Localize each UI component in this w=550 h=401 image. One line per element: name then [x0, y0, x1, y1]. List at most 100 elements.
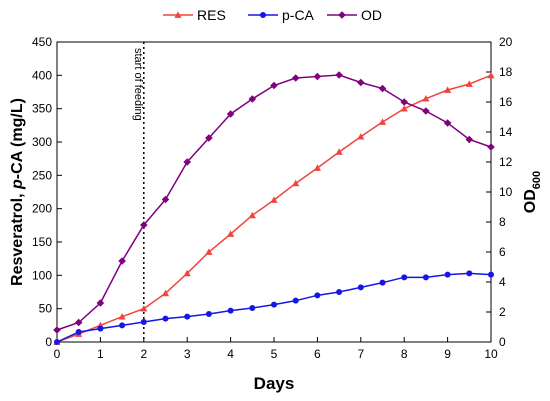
legend-swatch-marker: [338, 11, 346, 19]
data-point: [271, 301, 277, 308]
data-point: [161, 195, 170, 204]
y-tick-label: 50: [39, 302, 53, 316]
y2-tick-label: 20: [499, 35, 513, 49]
data-point: [205, 134, 213, 142]
data-point: [465, 135, 474, 144]
y-axis-title-part: p: [9, 179, 26, 190]
data-point: [205, 311, 212, 317]
data-point: [74, 318, 83, 327]
y2-tick-label: 2: [499, 305, 506, 319]
y2-axis-title: OD600: [522, 171, 543, 213]
x-axis-title: Days: [254, 374, 295, 393]
x-tick-label: 6: [314, 347, 321, 361]
data-point: [335, 148, 343, 155]
data-point: [313, 164, 321, 171]
data-point: [422, 274, 429, 281]
y2-tick-label: 10: [499, 185, 513, 199]
legend-label: RES: [197, 7, 226, 23]
series-res: [53, 71, 495, 345]
x-tick-label: 5: [271, 347, 278, 361]
data-point: [183, 269, 191, 277]
legend-swatch-marker: [174, 11, 182, 18]
y2-tick-label: 12: [499, 155, 513, 169]
data-point: [140, 305, 148, 312]
data-point: [465, 80, 473, 87]
y2-tick-label: 4: [499, 275, 506, 289]
data-point: [291, 74, 300, 82]
data-point: [162, 315, 169, 322]
data-point: [292, 297, 299, 304]
series-p-ca: [54, 270, 494, 345]
legend-item: OD: [327, 7, 382, 23]
data-point: [119, 322, 126, 329]
legend-swatch-marker: [260, 12, 266, 18]
data-point: [336, 289, 343, 295]
plot-area-frame: [56, 41, 492, 343]
y-tick-label: 0: [45, 335, 52, 349]
x-tick-label: 2: [140, 347, 147, 361]
data-point: [400, 98, 408, 106]
y-tick-label: 300: [32, 135, 52, 149]
data-point: [487, 143, 495, 151]
data-point: [75, 329, 82, 335]
legend-label: OD: [361, 7, 382, 23]
y2-tick-label: 8: [499, 215, 506, 229]
y-axis-title-part: -CA (mg/L): [9, 98, 26, 179]
data-point: [466, 270, 473, 277]
data-point: [249, 305, 256, 311]
y2-tick-label: 16: [499, 95, 513, 109]
y2-axis-title-subscript: 600: [531, 171, 543, 189]
data-point: [118, 313, 126, 320]
y-axis-title: Resveratrol, p-CA (mg/L): [9, 98, 26, 286]
data-point: [379, 279, 386, 286]
feeding-start-label: start of feeding: [132, 48, 144, 121]
data-point: [54, 339, 60, 345]
y2-tick-label: 18: [499, 65, 513, 79]
data-point: [400, 105, 408, 112]
x-tick-label: 1: [97, 347, 104, 361]
data-point: [161, 289, 170, 297]
y2-tick-label: 0: [499, 335, 506, 349]
data-point: [401, 274, 408, 281]
data-point: [357, 133, 365, 140]
y-tick-label: 250: [32, 168, 52, 182]
data-point: [422, 95, 430, 102]
x-tick-label: 0: [54, 347, 61, 361]
y-tick-label: 200: [32, 202, 52, 216]
y2-axis-title-main: OD: [522, 189, 539, 213]
legend-label: p-CA: [282, 7, 315, 23]
data-point: [53, 326, 61, 334]
x-tick-label: 4: [227, 347, 234, 361]
x-tick-label: 10: [484, 347, 498, 361]
data-point: [314, 292, 321, 299]
data-point: [444, 271, 451, 278]
data-point: [443, 119, 452, 127]
data-point: [335, 71, 343, 79]
y-tick-label: 350: [32, 102, 52, 116]
data-point: [487, 71, 495, 79]
x-tick-label: 7: [357, 347, 364, 361]
data-point: [118, 257, 126, 265]
y2-tick-label: 14: [499, 125, 513, 139]
data-point: [183, 158, 191, 166]
series-od: [53, 71, 495, 334]
data-point: [227, 307, 234, 314]
data-point: [97, 325, 104, 332]
series-layer: [53, 71, 495, 345]
x-tick-label: 8: [401, 347, 408, 361]
data-point: [357, 284, 364, 291]
legend-item: RES: [163, 7, 226, 23]
y-axis-title-part: Resveratrol,: [9, 189, 26, 286]
axis-ticks: 0 1 2 3 4 5 6 7 8 9 100501001502002503003504004500…: [32, 35, 513, 361]
y-tick-label: 450: [32, 35, 52, 49]
data-point: [422, 107, 430, 115]
data-point: [270, 196, 278, 203]
data-point: [226, 110, 235, 118]
data-point: [205, 248, 213, 255]
data-point: [248, 95, 257, 103]
y2-tick-label: 6: [499, 245, 506, 259]
x-tick-label: 9: [444, 347, 451, 361]
data-point: [248, 211, 256, 219]
data-point: [357, 78, 365, 87]
